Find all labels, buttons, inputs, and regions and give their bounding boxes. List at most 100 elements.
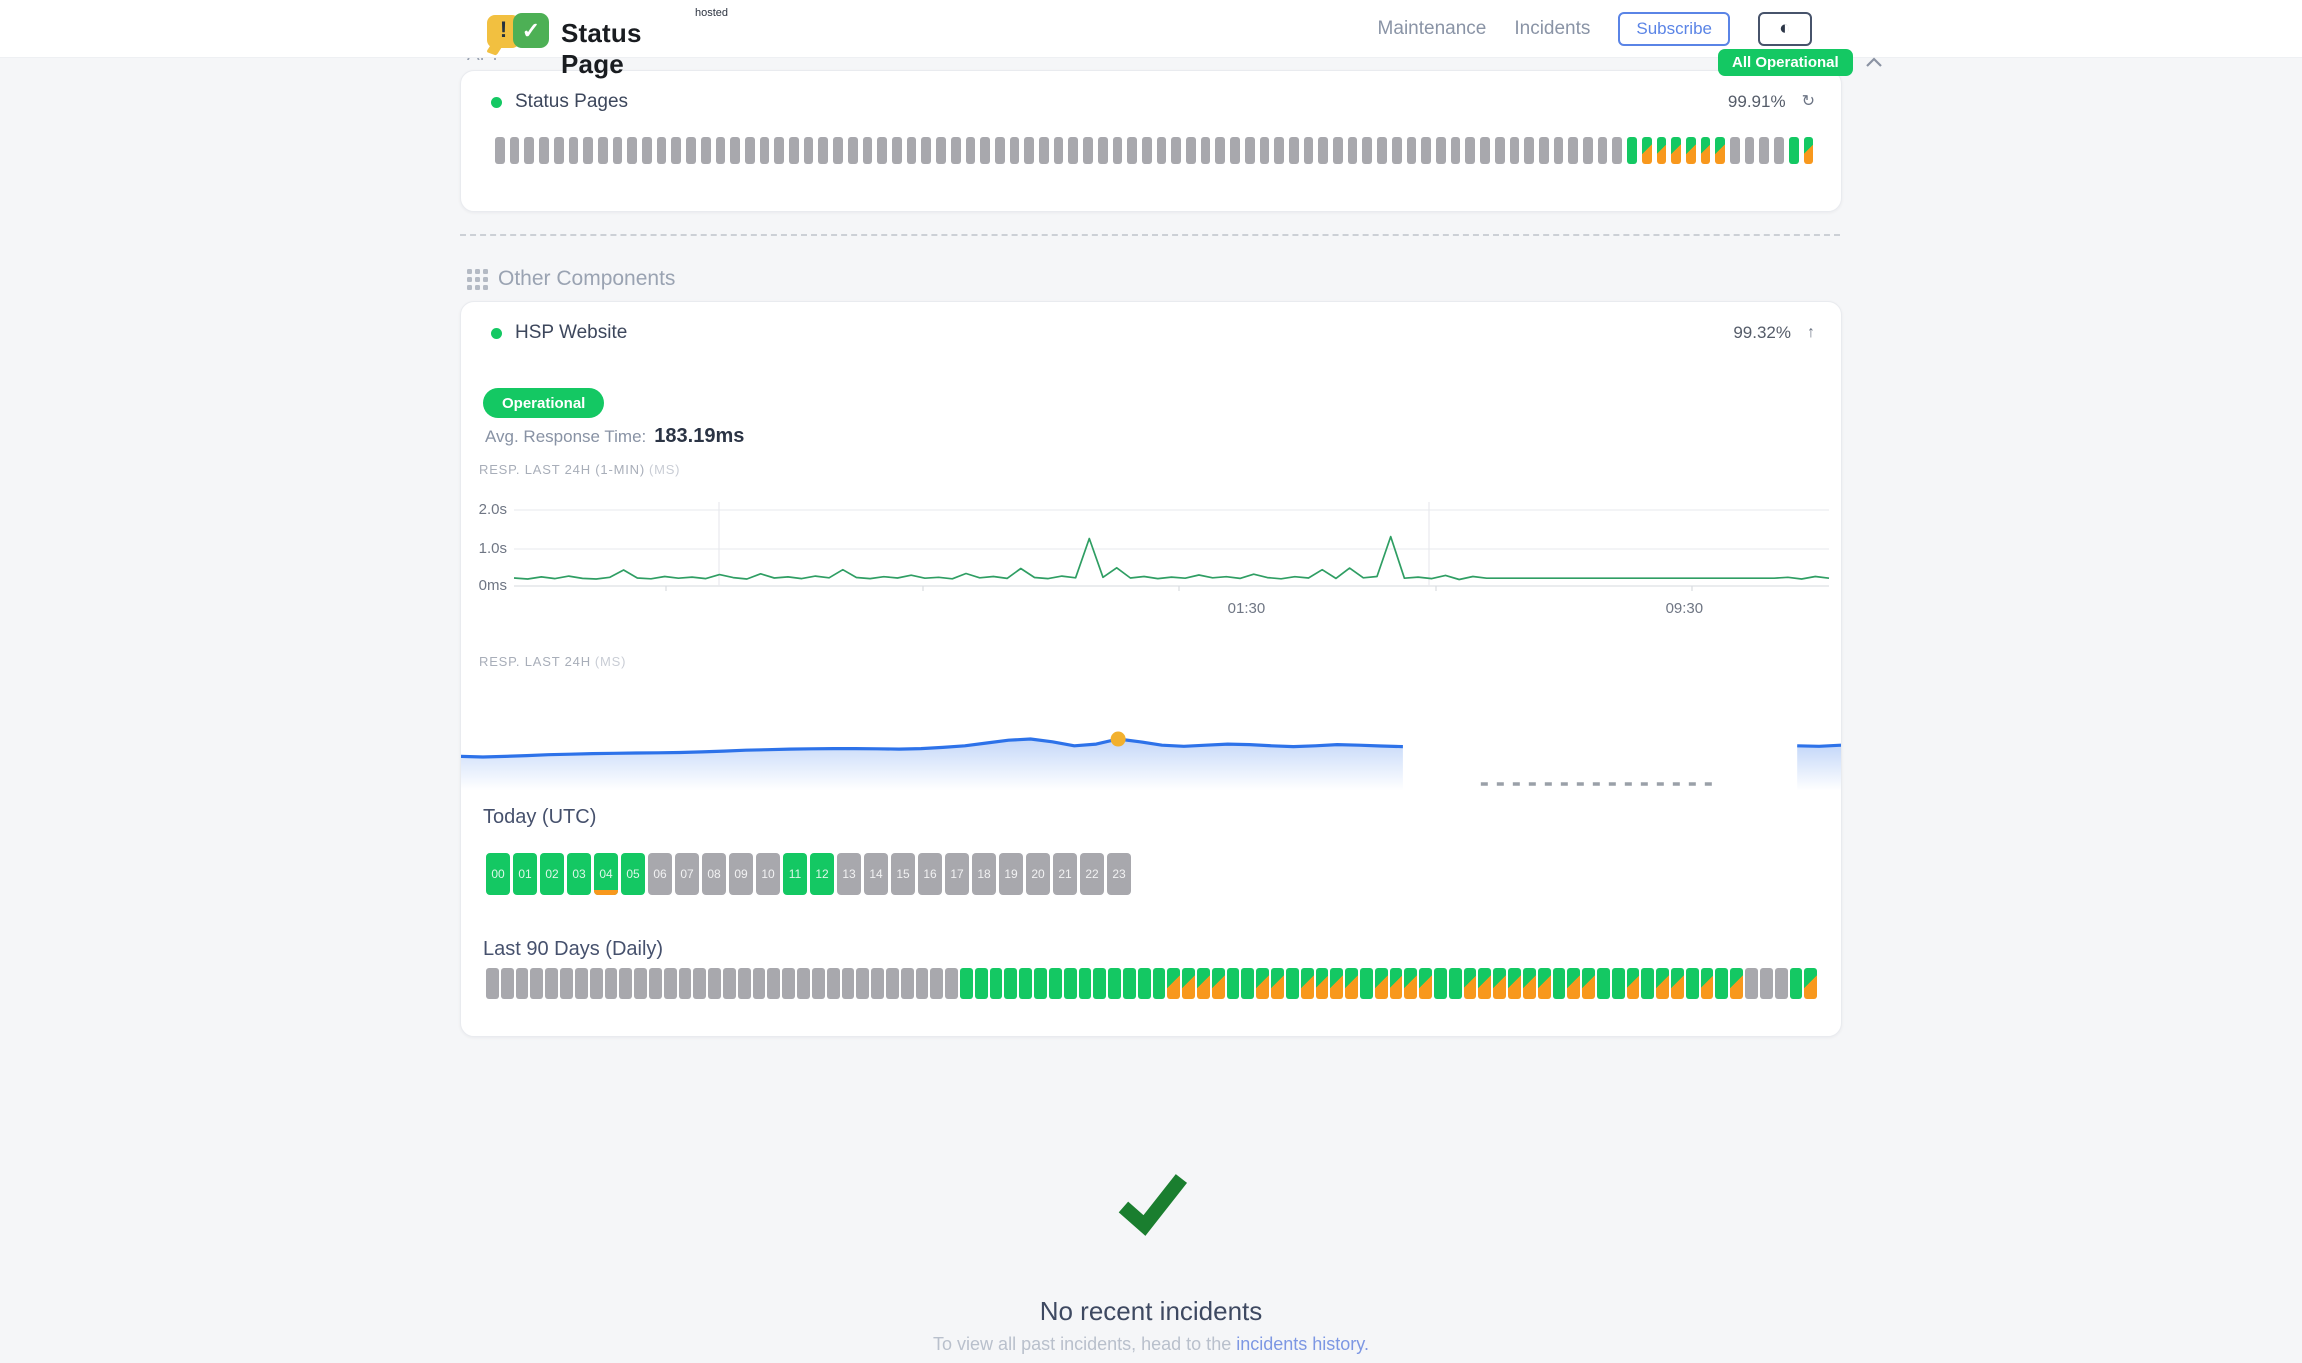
- day-block[interactable]: [960, 968, 973, 999]
- hour-block[interactable]: 00: [486, 853, 510, 895]
- uptime-bar[interactable]: [1715, 137, 1726, 164]
- uptime-bar[interactable]: [1730, 137, 1740, 164]
- uptime-bar[interactable]: [627, 137, 638, 164]
- uptime-bar[interactable]: [1377, 137, 1387, 164]
- uptime-bar[interactable]: [1259, 137, 1270, 164]
- uptime-bar[interactable]: [700, 137, 711, 164]
- day-block[interactable]: [530, 968, 544, 999]
- day-block[interactable]: [1122, 968, 1136, 999]
- day-block[interactable]: [589, 968, 603, 999]
- uptime-bar[interactable]: [1759, 137, 1770, 164]
- hour-block[interactable]: 08: [702, 853, 726, 895]
- hour-block[interactable]: 18: [972, 853, 996, 895]
- uptime-bar[interactable]: [744, 137, 755, 164]
- day-block[interactable]: [1611, 968, 1625, 999]
- day-block[interactable]: [1285, 968, 1299, 999]
- day-block[interactable]: [1537, 968, 1551, 999]
- day-block[interactable]: [1211, 968, 1225, 999]
- day-block[interactable]: [1063, 968, 1077, 999]
- uptime-bar[interactable]: [1244, 137, 1255, 164]
- hour-block[interactable]: 19: [999, 853, 1023, 895]
- uptime-bar[interactable]: [1039, 137, 1049, 164]
- day-block[interactable]: [1019, 968, 1033, 999]
- uptime-bar[interactable]: [1186, 137, 1196, 164]
- uptime-bar[interactable]: [1627, 137, 1637, 164]
- day-block[interactable]: [1152, 968, 1166, 999]
- day-block[interactable]: [1508, 968, 1521, 999]
- uptime-bar[interactable]: [921, 137, 932, 164]
- hour-block[interactable]: 09: [729, 853, 753, 895]
- day-block[interactable]: [871, 968, 884, 999]
- uptime-bar[interactable]: [730, 137, 740, 164]
- day-block[interactable]: [1226, 968, 1240, 999]
- uptime-bar[interactable]: [906, 137, 917, 164]
- day-block[interactable]: [1315, 968, 1329, 999]
- day-block[interactable]: [1078, 968, 1092, 999]
- day-block[interactable]: [574, 968, 588, 999]
- uptime-bar[interactable]: [671, 137, 682, 164]
- uptime-bar[interactable]: [597, 137, 608, 164]
- day-block[interactable]: [708, 968, 721, 999]
- day-block[interactable]: [663, 968, 677, 999]
- uptime-bar[interactable]: [965, 137, 976, 164]
- day-block[interactable]: [1137, 968, 1151, 999]
- nav-item-incidents[interactable]: Incidents: [1514, 17, 1591, 39]
- day-block[interactable]: [1434, 968, 1447, 999]
- day-block[interactable]: [989, 968, 1003, 999]
- day-block[interactable]: [1774, 968, 1788, 999]
- uptime-bar[interactable]: [936, 137, 946, 164]
- day-block[interactable]: [915, 968, 929, 999]
- day-block[interactable]: [1093, 968, 1107, 999]
- uptime-bar[interactable]: [759, 137, 770, 164]
- day-block[interactable]: [856, 968, 870, 999]
- uptime-bar[interactable]: [1068, 137, 1079, 164]
- day-block[interactable]: [1271, 968, 1284, 999]
- day-block[interactable]: [1108, 968, 1121, 999]
- theme-toggle-button[interactable]: ◐: [1758, 11, 1812, 46]
- uptime-bar[interactable]: [891, 137, 902, 164]
- day-block[interactable]: [515, 968, 529, 999]
- uptime-bar[interactable]: [1024, 137, 1035, 164]
- uptime-bar[interactable]: [1097, 137, 1108, 164]
- uptime-bar[interactable]: [1127, 137, 1137, 164]
- uptime-bar[interactable]: [1553, 137, 1564, 164]
- uptime-bar[interactable]: [1333, 137, 1343, 164]
- hour-block[interactable]: 22: [1080, 853, 1104, 895]
- chevron-up-icon[interactable]: [1865, 57, 1883, 68]
- uptime-bar[interactable]: [877, 137, 887, 164]
- uptime-bar[interactable]: [1288, 137, 1299, 164]
- day-block[interactable]: [1182, 968, 1195, 999]
- day-block[interactable]: [1656, 968, 1669, 999]
- uptime-bar[interactable]: [789, 137, 799, 164]
- hour-block[interactable]: 02: [540, 853, 564, 895]
- hour-block[interactable]: 16: [918, 853, 942, 895]
- day-block[interactable]: [1345, 968, 1358, 999]
- refresh-icon[interactable]: ↻: [1801, 93, 1815, 110]
- day-block[interactable]: [560, 968, 573, 999]
- uptime-bar[interactable]: [1568, 137, 1579, 164]
- uptime-bar[interactable]: [656, 137, 667, 164]
- day-block[interactable]: [1448, 968, 1462, 999]
- day-block[interactable]: [752, 968, 766, 999]
- uptime-bar[interactable]: [642, 137, 652, 164]
- uptime-bar[interactable]: [950, 137, 961, 164]
- uptime-bar[interactable]: [1524, 137, 1534, 164]
- uptime-bar[interactable]: [1215, 137, 1226, 164]
- uptime-bar[interactable]: [1053, 137, 1064, 164]
- uptime-bar[interactable]: [1347, 137, 1358, 164]
- hour-block[interactable]: 03: [567, 853, 591, 895]
- hour-block[interactable]: 10: [756, 853, 780, 895]
- day-block[interactable]: [841, 968, 855, 999]
- uptime-bar[interactable]: [833, 137, 843, 164]
- day-block[interactable]: [486, 968, 499, 999]
- day-block[interactable]: [723, 968, 736, 999]
- day-block[interactable]: [1419, 968, 1432, 999]
- day-block[interactable]: [885, 968, 899, 999]
- day-block[interactable]: [545, 968, 559, 999]
- uptime-bar[interactable]: [568, 137, 579, 164]
- day-block[interactable]: [1167, 968, 1181, 999]
- day-block[interactable]: [797, 968, 810, 999]
- day-block[interactable]: [1300, 968, 1314, 999]
- day-block[interactable]: [900, 968, 914, 999]
- uptime-bar[interactable]: [1450, 137, 1461, 164]
